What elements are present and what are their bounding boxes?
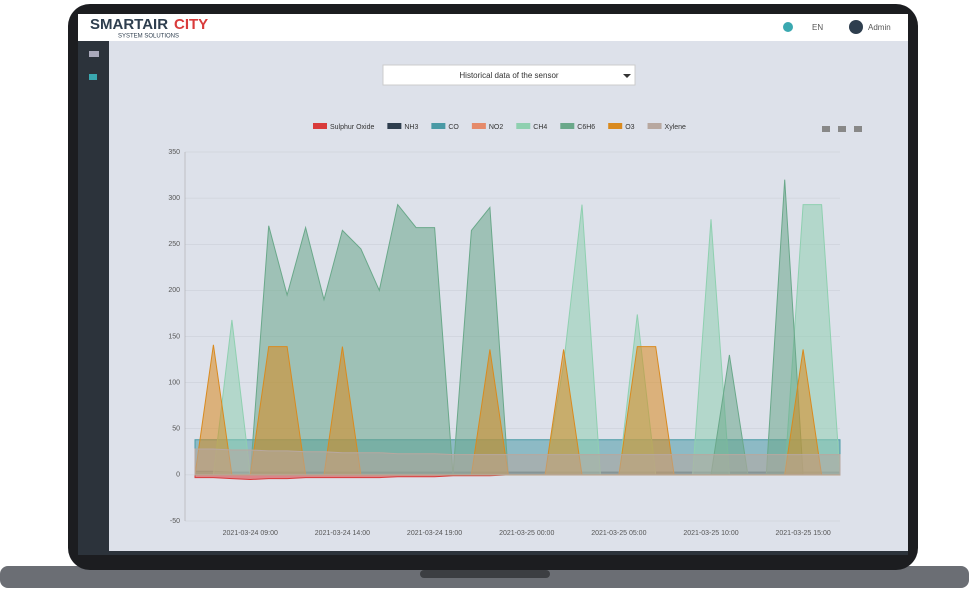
legend-label: Sulphur Oxide <box>330 124 374 131</box>
legend-swatch <box>516 123 530 129</box>
y-tick-label: 200 <box>168 287 180 294</box>
legend-swatch <box>560 123 574 129</box>
y-tick-label: 0 <box>176 472 180 479</box>
y-tick-label: -50 <box>170 518 180 525</box>
legend-label: O3 <box>625 124 634 131</box>
x-tick-label: 2021-03-25 00:00 <box>499 530 554 537</box>
dropdown-label[interactable]: Historical data of the sensor <box>459 71 558 80</box>
y-tick-label: 300 <box>168 195 180 202</box>
tool-reset[interactable] <box>838 126 846 132</box>
x-tick-label: 2021-03-24 14:00 <box>315 530 370 537</box>
legend-swatch <box>313 123 327 129</box>
legend-swatch <box>472 123 486 129</box>
legend-label: C6H6 <box>577 124 595 131</box>
user-name[interactable]: Admin <box>868 23 891 32</box>
y-tick-label: 50 <box>172 426 180 433</box>
tool-zoom[interactable] <box>822 126 830 132</box>
legend-swatch <box>431 123 445 129</box>
y-tick-label: 100 <box>168 379 180 386</box>
x-tick-label: 2021-03-24 09:00 <box>223 530 278 537</box>
x-tick-label: 2021-03-25 10:00 <box>683 530 738 537</box>
tool-save[interactable] <box>854 126 862 132</box>
legend-swatch <box>648 123 662 129</box>
y-tick-label: 350 <box>168 149 180 156</box>
legend-label: CH4 <box>533 124 547 131</box>
avatar[interactable] <box>849 20 863 34</box>
footer <box>78 551 908 555</box>
y-tick-label: 150 <box>168 333 180 340</box>
logo-accent: CITY <box>174 16 208 33</box>
legend-label: Xylene <box>665 124 687 131</box>
x-tick-label: 2021-03-25 05:00 <box>591 530 646 537</box>
menu-icon[interactable] <box>89 51 99 57</box>
screenshot: SMARTAIR CITY SYSTEM SOLUTIONS EN Admin … <box>0 0 969 591</box>
chart-icon[interactable] <box>89 74 97 80</box>
toolbar <box>822 126 862 132</box>
language[interactable]: EN <box>812 23 823 32</box>
legend-swatch <box>387 123 401 129</box>
legend-label: NO2 <box>489 124 504 131</box>
logo: SMARTAIR <box>90 16 168 33</box>
laptop-notch <box>420 570 550 578</box>
sidebar <box>78 41 109 551</box>
x-tick-label: 2021-03-24 19:00 <box>407 530 462 537</box>
x-tick-label: 2021-03-25 15:00 <box>776 530 831 537</box>
legend-label: CO <box>448 124 459 131</box>
legend-label: NH3 <box>404 124 418 131</box>
notification-icon[interactable] <box>783 22 793 32</box>
y-tick-label: 250 <box>168 241 180 248</box>
tagline: SYSTEM SOLUTIONS <box>118 34 179 40</box>
legend-swatch <box>608 123 622 129</box>
